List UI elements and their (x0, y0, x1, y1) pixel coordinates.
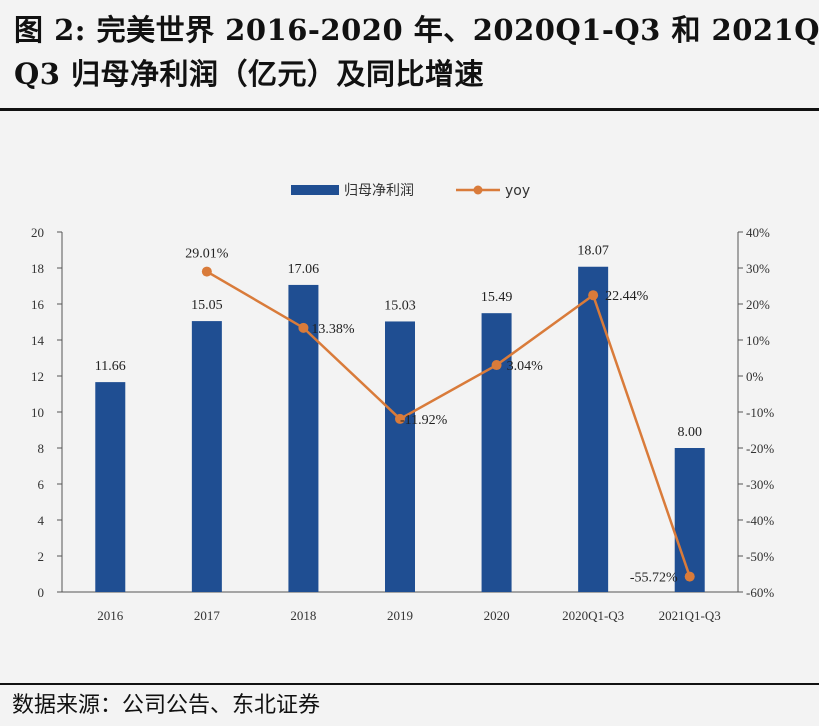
legend-bar-label: 归母净利润 (344, 182, 414, 199)
right-tick-label: 30% (746, 261, 770, 276)
left-tick-label: 6 (38, 477, 45, 492)
right-tick-label: -20% (746, 441, 774, 456)
yoy-point (491, 360, 502, 371)
yoy-value-label: 22.44% (605, 289, 649, 304)
x-tick-label: 2017 (194, 608, 221, 623)
right-tick-label: 10% (746, 333, 770, 348)
x-tick-label: 2019 (387, 608, 413, 623)
bar-value-label: 17.06 (288, 262, 320, 277)
right-tick-label: -40% (746, 513, 774, 528)
source-note: 数据来源：公司公告、东北证券 (12, 693, 321, 718)
left-tick-label: 12 (31, 369, 44, 384)
right-tick-label: -50% (746, 549, 774, 564)
yoy-point (201, 266, 212, 277)
bar (95, 382, 126, 592)
x-tick-label: 2020 (484, 608, 510, 623)
left-tick-label: 0 (38, 585, 45, 600)
yoy-point (298, 322, 309, 333)
bar-value-label: 8.00 (677, 425, 702, 440)
yoy-value-label: 29.01% (185, 247, 229, 262)
bar-value-label: 18.07 (577, 244, 609, 259)
bar (674, 448, 705, 592)
bar-value-label: 15.03 (384, 298, 416, 313)
bar-value-label: 15.49 (481, 290, 513, 305)
right-tick-label: -10% (746, 405, 774, 420)
x-tick-label: 2018 (290, 608, 316, 623)
legend-line-marker (473, 185, 483, 195)
yoy-point (684, 571, 695, 582)
x-tick-label: 2020Q1-Q3 (562, 608, 624, 623)
yoy-point (588, 290, 599, 301)
yoy-point (395, 413, 405, 424)
bar (385, 321, 415, 592)
yoy-value-label: -11.92% (400, 413, 448, 428)
left-tick-label: 18 (31, 261, 44, 276)
legend-line-label: yoy (505, 183, 530, 199)
x-tick-label: 2016 (97, 608, 124, 623)
title-rule (0, 108, 819, 111)
x-tick-label: 2021Q1-Q3 (659, 608, 721, 623)
bar (578, 266, 609, 592)
title-line-1: 图 2: 完美世界 2016-2020 年、2020Q1-Q3 和 2021Q1… (14, 13, 819, 47)
yoy-line (206, 270, 691, 577)
left-tick-label: 16 (31, 297, 45, 312)
right-tick-label: 20% (746, 297, 770, 312)
left-tick-label: 2 (38, 549, 45, 564)
left-tick-label: 20 (31, 225, 44, 240)
legend-bar-swatch (291, 185, 339, 195)
right-tick-label: -60% (746, 585, 774, 600)
left-tick-label: 8 (38, 441, 45, 456)
left-tick-label: 4 (38, 513, 45, 528)
title-line-2: Q3 归母净利润（亿元）及同比增速 (14, 57, 485, 91)
bar (191, 321, 222, 592)
right-tick-label: -30% (746, 477, 774, 492)
chart-title: 图 2: 完美世界 2016-2020 年、2020Q1-Q3 和 2021Q1… (14, 8, 819, 96)
yoy-value-label: -55.72% (630, 571, 678, 586)
right-tick-label: 0% (746, 369, 764, 384)
left-tick-label: 10 (31, 405, 44, 420)
yoy-value-label: 3.04% (507, 359, 543, 374)
bar-value-label: 15.05 (191, 298, 223, 313)
source-rule (0, 683, 819, 685)
bar (481, 313, 512, 592)
right-tick-label: 40% (746, 225, 770, 240)
bar-value-label: 11.66 (95, 359, 126, 374)
left-tick-label: 14 (31, 333, 45, 348)
yoy-value-label: 13.38% (311, 322, 355, 337)
